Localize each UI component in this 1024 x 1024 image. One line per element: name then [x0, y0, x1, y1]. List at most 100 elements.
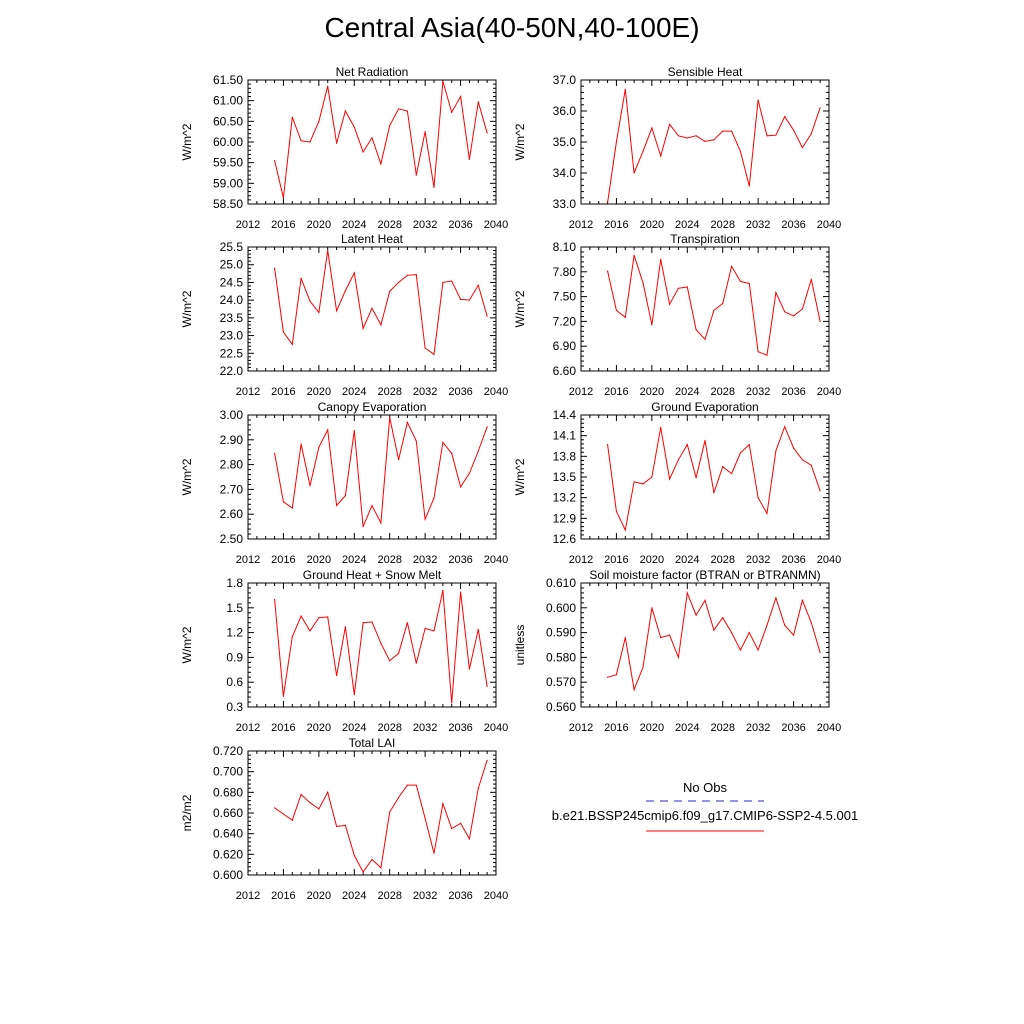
data-point — [704, 338, 706, 340]
y-axis-label: m2/m2 — [180, 794, 194, 831]
series-line — [274, 81, 488, 198]
data-point — [318, 311, 320, 314]
x-tick-label: 2032 — [746, 554, 770, 566]
y-tick-label: 0.9 — [226, 650, 243, 664]
x-tick-label: 2024 — [342, 722, 366, 734]
data-point — [459, 591, 462, 593]
data-point — [713, 629, 715, 631]
data-point — [739, 150, 742, 152]
data-point — [344, 289, 347, 292]
y-axis-label: W/m^2 — [180, 290, 194, 327]
data-point — [415, 440, 417, 442]
data-point — [486, 426, 488, 428]
data-point — [739, 280, 742, 283]
series-line — [607, 255, 821, 356]
data-point — [468, 668, 471, 670]
x-tick-label: 2028 — [377, 722, 401, 734]
data-point — [766, 354, 768, 356]
x-tick-label: 2036 — [781, 722, 805, 734]
x-tick-label: 2028 — [377, 386, 401, 398]
data-point — [415, 174, 417, 176]
data-point — [477, 101, 479, 103]
x-tick-label: 2040 — [817, 722, 841, 734]
y-tick-label: 0.570 — [546, 675, 576, 689]
x-tick-label: 2024 — [675, 722, 699, 734]
x-tick-label: 2036 — [448, 219, 472, 231]
data-point — [309, 630, 311, 632]
y-tick-label: 58.50 — [213, 197, 243, 211]
y-tick-label: 0.600 — [213, 868, 243, 882]
data-point — [344, 824, 347, 827]
data-point — [451, 111, 453, 113]
data-point — [784, 115, 786, 118]
data-point — [615, 674, 618, 676]
data-point — [748, 444, 750, 446]
data-point — [291, 343, 293, 346]
data-point — [713, 309, 715, 311]
data-point — [784, 311, 786, 313]
data-point — [730, 472, 733, 475]
data-point — [757, 351, 759, 353]
data-point — [433, 852, 435, 854]
data-point — [468, 472, 471, 474]
data-point — [344, 626, 347, 628]
data-point — [615, 141, 618, 143]
data-point — [335, 674, 338, 677]
data-point — [459, 486, 462, 488]
data-point — [433, 497, 435, 499]
data-point — [766, 624, 768, 626]
y-tick-label: 36.0 — [553, 104, 577, 118]
x-tick-label: 2016 — [271, 554, 295, 566]
chart-net-radiation: Net Radiation W/m^2 2012 2016 2020 2024 2028 20… — [180, 65, 508, 231]
data-point — [282, 813, 285, 815]
x-tick-label: 2016 — [271, 386, 295, 398]
x-tick-label: 2020 — [307, 890, 331, 902]
data-point — [273, 160, 276, 162]
data-point — [459, 298, 462, 301]
x-tick-label: 2032 — [746, 722, 770, 734]
data-point — [730, 632, 733, 634]
data-point — [686, 592, 688, 594]
data-point — [389, 811, 391, 813]
data-point — [468, 158, 471, 160]
data-point — [704, 599, 706, 601]
x-tick-label: 2036 — [448, 554, 472, 566]
data-point — [668, 478, 671, 480]
data-point — [318, 617, 320, 619]
data-point — [486, 315, 488, 317]
data-point — [291, 819, 293, 821]
y-tick-label: 14.1 — [553, 429, 577, 443]
y-tick-label: 0.590 — [546, 626, 576, 640]
y-tick-label: 0.610 — [546, 576, 576, 590]
data-point — [362, 526, 364, 528]
data-point — [775, 450, 777, 452]
data-point — [668, 303, 671, 305]
x-tick-label: 2040 — [817, 386, 841, 398]
x-tick-label: 2036 — [448, 890, 472, 902]
chart-title: Transpiration — [670, 232, 740, 246]
data-point — [642, 666, 644, 668]
data-point — [686, 137, 688, 139]
data-point — [686, 444, 688, 446]
data-point — [748, 632, 750, 634]
y-tick-label: 0.580 — [546, 650, 576, 664]
data-point — [757, 99, 759, 101]
data-point — [309, 802, 311, 804]
x-tick-label: 2016 — [604, 219, 628, 231]
data-point — [397, 108, 400, 110]
data-point — [615, 309, 618, 311]
y-tick-label: 0.620 — [213, 847, 243, 861]
chart-title: Total LAI — [349, 736, 396, 750]
chart-title: Canopy Evaporation — [318, 400, 427, 414]
data-point — [722, 466, 724, 468]
y-tick-label: 1.5 — [226, 601, 243, 615]
series-line — [607, 89, 821, 203]
data-point — [784, 426, 786, 428]
data-point — [362, 871, 364, 873]
data-point — [362, 151, 364, 153]
data-point — [335, 310, 338, 312]
chart-ground-heat-snow-melt: Ground Heat + Snow Melt W/m^2 2012 2016 2020… — [180, 568, 508, 734]
x-tick-label: 2012 — [569, 722, 593, 734]
data-point — [300, 615, 302, 617]
y-tick-label: 24.5 — [220, 275, 244, 289]
